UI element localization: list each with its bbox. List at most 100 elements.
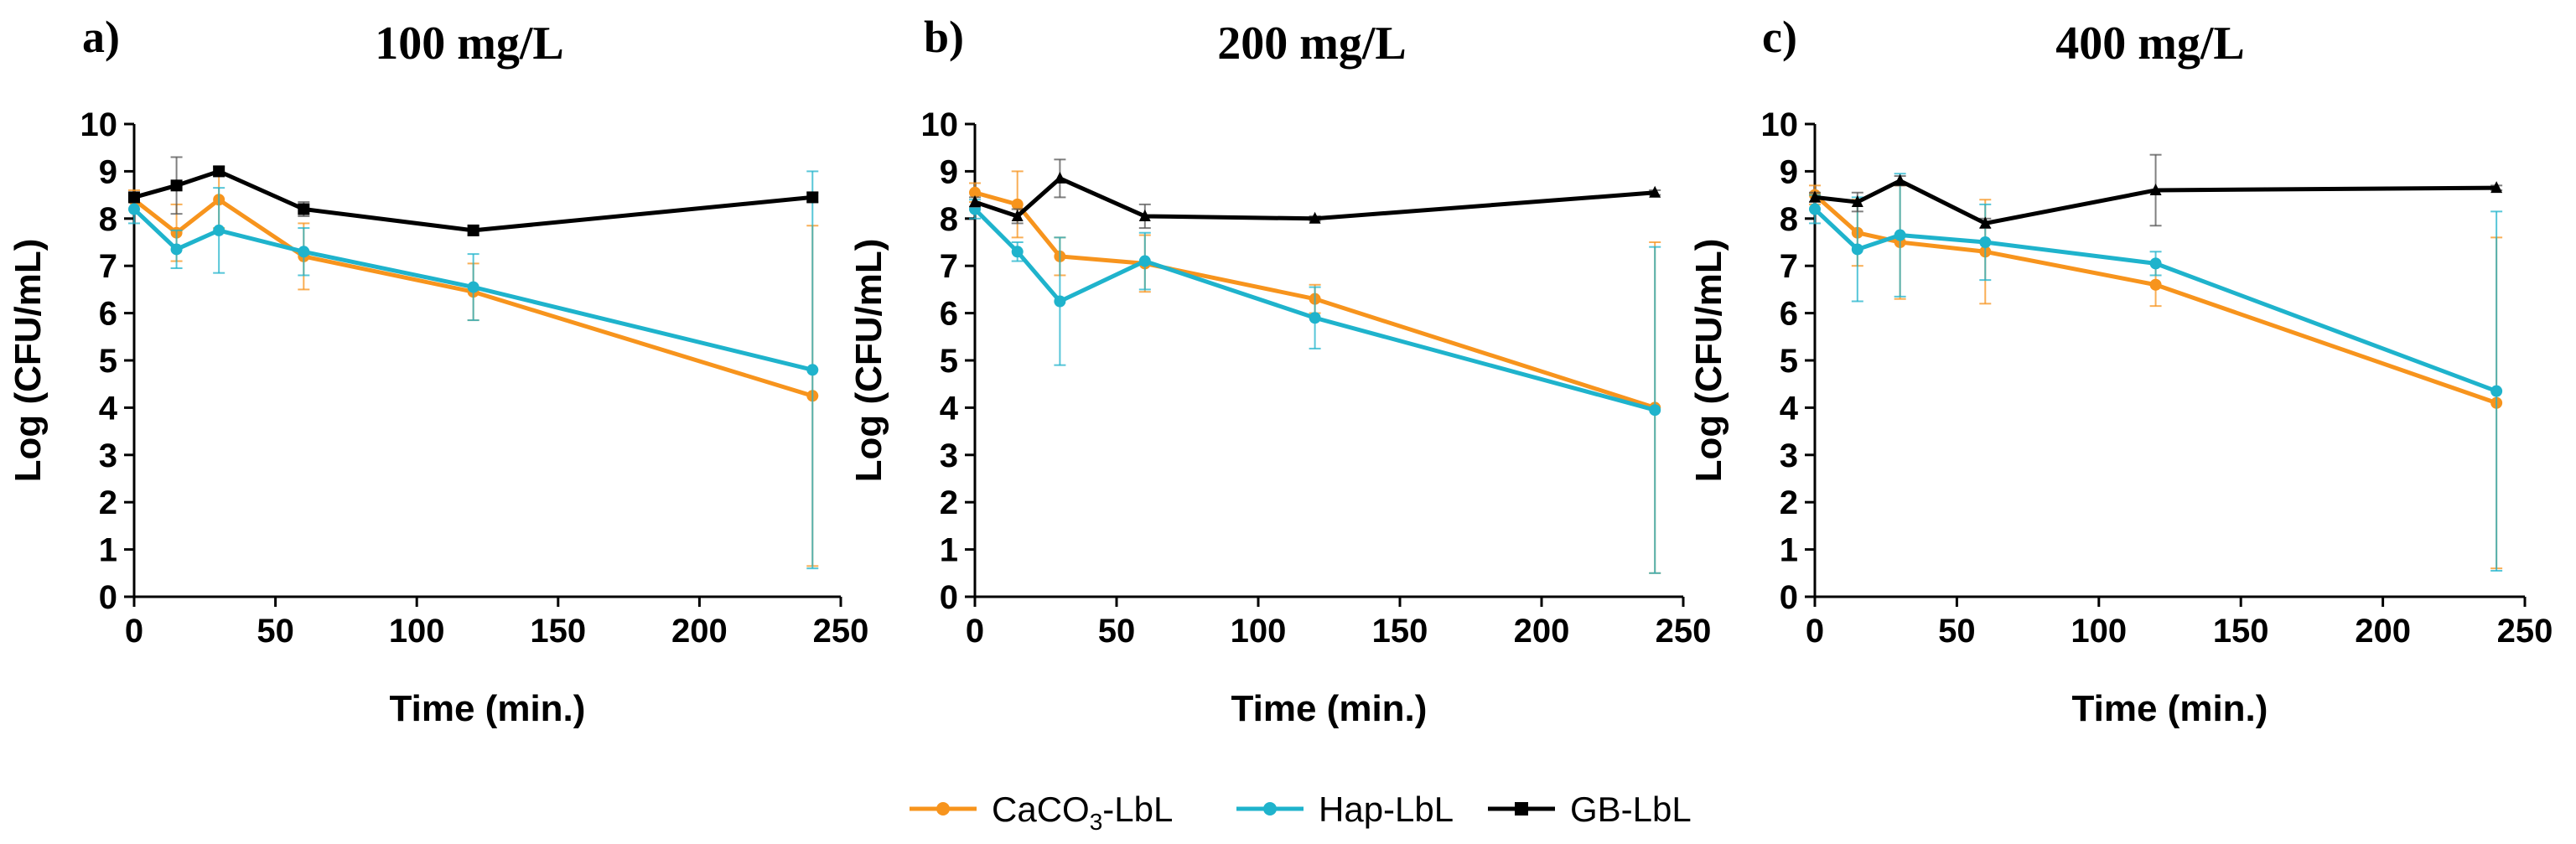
x-tick-label: 150 (530, 613, 586, 650)
data-point (1649, 404, 1661, 417)
data-point (1138, 255, 1151, 267)
y-tick-label: 2 (1780, 484, 1798, 521)
series-line (132, 207, 813, 372)
data-point (128, 191, 140, 204)
x-tick-label: 200 (671, 613, 728, 650)
data-point (467, 281, 479, 293)
legend-item-hap-lbl: Hap-LbL (1236, 790, 1454, 829)
x-tick-label: 0 (125, 613, 143, 650)
data-point (2149, 278, 2162, 291)
y-tick-label: 6 (940, 296, 958, 333)
x-tick-label: 250 (813, 613, 869, 650)
series-gb-lbl (969, 158, 1661, 230)
data-point (213, 224, 225, 236)
y-tick-label: 9 (940, 153, 958, 190)
data-point (1851, 195, 1863, 208)
data-point (1309, 211, 1321, 224)
series-line (973, 207, 1656, 412)
data-point (806, 364, 819, 376)
y-tick-label: 5 (99, 343, 117, 380)
series-gb-lbl (1809, 153, 2503, 230)
panel-label: c) (1762, 12, 1797, 62)
y-tick-label: 8 (940, 201, 958, 238)
data-point (1894, 173, 1906, 186)
legend-item-caco3-lbl: CaCO3-LbL (910, 790, 1173, 835)
data-point (1851, 243, 1863, 256)
y-tick-label: 8 (1780, 201, 1798, 238)
series-hap-lbl (128, 170, 819, 570)
y-tick-label: 6 (99, 296, 117, 333)
x-tick-label: 250 (1656, 613, 1712, 650)
y-tick-label: 5 (940, 343, 958, 380)
data-point (969, 195, 981, 208)
legend-label: Hap-LbL (1319, 790, 1454, 829)
legend-swatch-marker (936, 802, 950, 816)
y-tick-label: 2 (940, 484, 958, 521)
data-point (2490, 385, 2503, 397)
panel-title: 100 mg/L (375, 18, 564, 70)
y-tick-label: 6 (1780, 296, 1798, 333)
y-tick-label: 0 (940, 579, 958, 616)
series-line (133, 168, 813, 233)
data-point (170, 179, 183, 192)
panel-label: b) (924, 12, 964, 62)
y-tick-label: 3 (1780, 438, 1798, 474)
y-axis-title: Log (CFU/mL) (848, 239, 889, 483)
x-tick-label: 100 (1231, 613, 1287, 650)
data-point (806, 191, 819, 204)
panel-title: 200 mg/L (1217, 18, 1407, 70)
data-point (1011, 209, 1024, 221)
data-point (1979, 236, 1992, 248)
x-tick-label: 50 (1938, 613, 1976, 650)
y-tick-label: 10 (1761, 106, 1799, 143)
y-tick-label: 0 (99, 579, 117, 616)
data-point (1649, 185, 1661, 198)
data-point (1011, 246, 1024, 258)
series-line (974, 176, 1656, 221)
y-tick-label: 7 (99, 248, 117, 285)
x-tick-label: 100 (2071, 613, 2127, 650)
legend: CaCO3-LbL Hap-LbL GB-LbL (910, 790, 1692, 835)
x-tick-label: 50 (257, 613, 294, 650)
data-point (298, 203, 310, 215)
y-tick-label: 9 (99, 153, 117, 190)
panel-title: 400 mg/L (2055, 18, 2245, 70)
y-tick-label: 9 (1780, 153, 1798, 190)
y-tick-label: 1 (99, 532, 117, 569)
y-tick-label: 3 (99, 438, 117, 474)
data-point (969, 186, 981, 199)
y-tick-label: 3 (940, 438, 958, 474)
data-point (467, 224, 479, 236)
data-point (1054, 171, 1066, 184)
legend-swatch-marker (1515, 802, 1528, 816)
data-point (1054, 295, 1066, 308)
series-line (1814, 179, 2497, 225)
legend-label: CaCO3-LbL (992, 790, 1173, 835)
y-tick-label: 10 (80, 106, 118, 143)
series-line (1813, 207, 2497, 394)
data-point (2149, 183, 2162, 195)
x-tick-label: 150 (2213, 613, 2269, 650)
x-axis-title: Time (min.) (2072, 688, 2268, 729)
y-axis-title: Log (CFU/mL) (8, 239, 49, 483)
y-tick-label: 5 (1780, 343, 1798, 380)
y-tick-label: 8 (99, 201, 117, 238)
series-hap-lbl (969, 199, 1661, 574)
data-point (2149, 257, 2162, 270)
y-axis-title: Log (CFU/mL) (1688, 239, 1729, 483)
data-point (298, 246, 310, 258)
legend-swatch-marker (1263, 802, 1277, 816)
legend-item-gb-lbl: GB-LbL (1488, 790, 1692, 829)
data-point (1809, 190, 1821, 203)
y-tick-label: 1 (940, 532, 958, 569)
series-line (132, 197, 814, 398)
series-line (1813, 193, 2497, 406)
y-tick-label: 10 (921, 106, 959, 143)
y-tick-label: 1 (1780, 532, 1798, 569)
y-tick-label: 4 (940, 390, 959, 427)
x-tick-label: 0 (1806, 613, 1824, 650)
data-point (170, 243, 183, 256)
